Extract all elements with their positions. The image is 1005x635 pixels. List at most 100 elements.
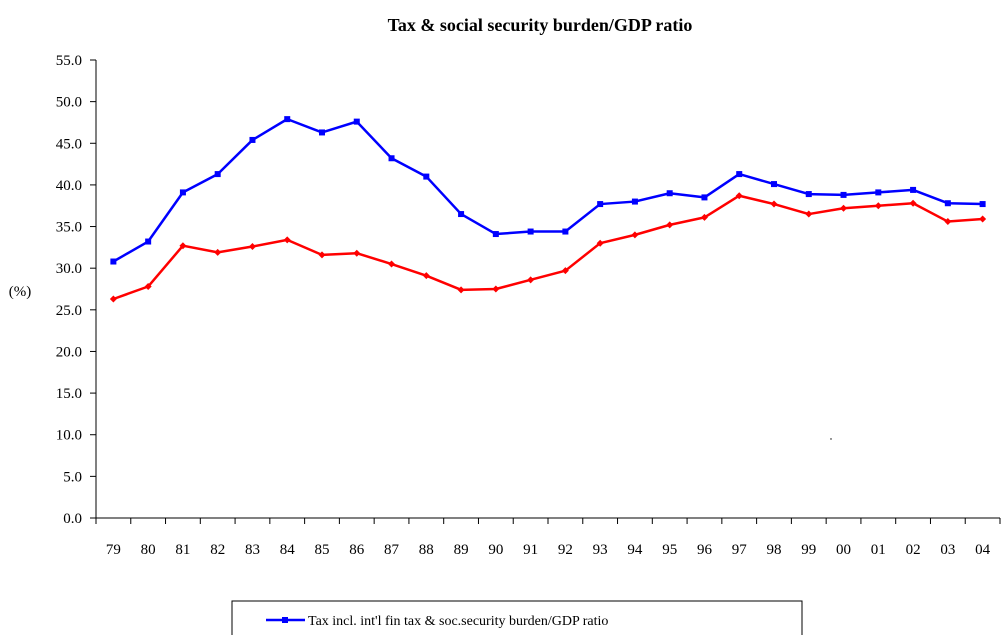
data-point <box>248 243 256 251</box>
data-point <box>944 200 951 207</box>
data-point <box>701 194 708 201</box>
legend-label: Tax incl. int'l fin tax & soc.security b… <box>308 614 608 629</box>
data-point <box>319 129 325 136</box>
data-point <box>388 155 395 162</box>
y-tick-label: 0.0 <box>63 511 82 527</box>
series-2 <box>109 192 987 303</box>
data-point <box>492 285 500 293</box>
x-tick-label: 04 <box>975 542 991 558</box>
data-point <box>179 189 186 196</box>
series-1 <box>110 116 986 265</box>
legend-marker <box>282 617 288 623</box>
data-point <box>561 267 569 275</box>
data-point <box>979 215 987 223</box>
x-tick-label: 89 <box>454 542 469 558</box>
data-point <box>666 221 674 229</box>
stray-dot <box>830 438 832 440</box>
legend-entry-1: Tax incl. int'l fin tax & soc.security b… <box>266 614 608 629</box>
data-point <box>596 239 604 247</box>
y-tick-label: 30.0 <box>56 261 82 277</box>
x-tick-label: 86 <box>349 542 365 558</box>
data-point <box>735 192 743 200</box>
x-tick-label: 83 <box>245 542 260 558</box>
data-point <box>562 228 569 235</box>
y-tick-label: 55.0 <box>56 53 82 69</box>
y-tick-label: 20.0 <box>56 344 82 360</box>
x-tick-label: 92 <box>558 542 573 558</box>
y-tick-label: 10.0 <box>56 428 82 444</box>
data-point <box>388 260 396 268</box>
x-tick-label: 90 <box>488 542 503 558</box>
data-point <box>145 238 152 245</box>
y-tick-label: 15.0 <box>56 386 82 402</box>
x-tick-label: 81 <box>175 542 190 558</box>
x-axis: 79 80 81 82 83 84 85 86 87 88 89 90 91 92 93 94 95 96 97 98… <box>95 517 1001 558</box>
x-tick-label: 03 <box>940 542 955 558</box>
data-point <box>214 171 221 178</box>
data-point <box>840 191 847 198</box>
data-point <box>423 173 430 180</box>
x-tick-label: 87 <box>384 542 400 558</box>
data-point <box>631 231 639 239</box>
data-point <box>771 181 777 188</box>
data-point <box>944 218 952 226</box>
x-tick-label: 91 <box>523 542 538 558</box>
data-point <box>457 286 465 294</box>
data-point <box>283 236 291 244</box>
data-point <box>979 201 986 208</box>
x-tick-label: 02 <box>906 542 921 558</box>
data-point <box>770 200 778 208</box>
y-tick-label: 40.0 <box>56 178 82 194</box>
y-tick-label: 5.0 <box>63 469 82 485</box>
y-tick-label: 25.0 <box>56 303 82 319</box>
series-line <box>112 194 983 301</box>
x-tick-label: 99 <box>801 542 816 558</box>
data-point <box>249 136 256 143</box>
data-point <box>458 211 465 218</box>
data-point <box>527 276 535 284</box>
data-point <box>318 251 326 259</box>
y-axis: 0.0 5.0 10.0 15.0 20.0 25.0 30.0 35.0 40.0 45.0 50… <box>56 53 97 527</box>
x-tick-label: 88 <box>419 542 434 558</box>
data-point <box>109 295 117 303</box>
x-tick-label: 96 <box>697 542 713 558</box>
x-tick-label: 85 <box>315 542 330 558</box>
data-point <box>284 116 291 123</box>
data-point <box>492 231 499 238</box>
data-point <box>666 190 673 197</box>
x-tick-label: 79 <box>106 542 121 558</box>
y-tick-label: 45.0 <box>56 136 82 152</box>
data-point <box>527 228 534 235</box>
series-layer <box>109 116 987 303</box>
data-point <box>736 171 743 178</box>
x-tick-label: 95 <box>662 542 677 558</box>
y-tick-label: 35.0 <box>56 220 82 236</box>
data-point <box>874 202 882 210</box>
data-point <box>909 199 917 207</box>
data-point <box>910 186 917 193</box>
data-point <box>805 210 813 218</box>
data-point <box>875 189 882 196</box>
legend: Tax incl. int'l fin tax & soc.security b… <box>231 600 803 635</box>
data-point <box>597 201 604 208</box>
x-tick-label: 98 <box>767 542 782 558</box>
data-point <box>110 258 117 265</box>
x-tick-label: 80 <box>141 542 156 558</box>
y-tick-label: 50.0 <box>56 95 82 111</box>
data-point <box>840 204 848 212</box>
data-point <box>179 242 187 250</box>
x-tick-label: 94 <box>627 542 643 558</box>
data-point <box>353 118 360 125</box>
x-tick-label: 84 <box>280 542 296 558</box>
data-point <box>144 283 152 291</box>
y-axis-label: (%) <box>9 284 32 300</box>
x-tick-label: 01 <box>871 542 886 558</box>
x-tick-label: 97 <box>732 542 748 558</box>
x-tick-label: 82 <box>210 542 225 558</box>
chart-title: Tax & social security burden/GDP ratio <box>388 15 693 35</box>
data-point <box>214 248 222 256</box>
data-point <box>353 249 361 257</box>
data-point <box>422 272 430 280</box>
data-point <box>805 191 812 198</box>
